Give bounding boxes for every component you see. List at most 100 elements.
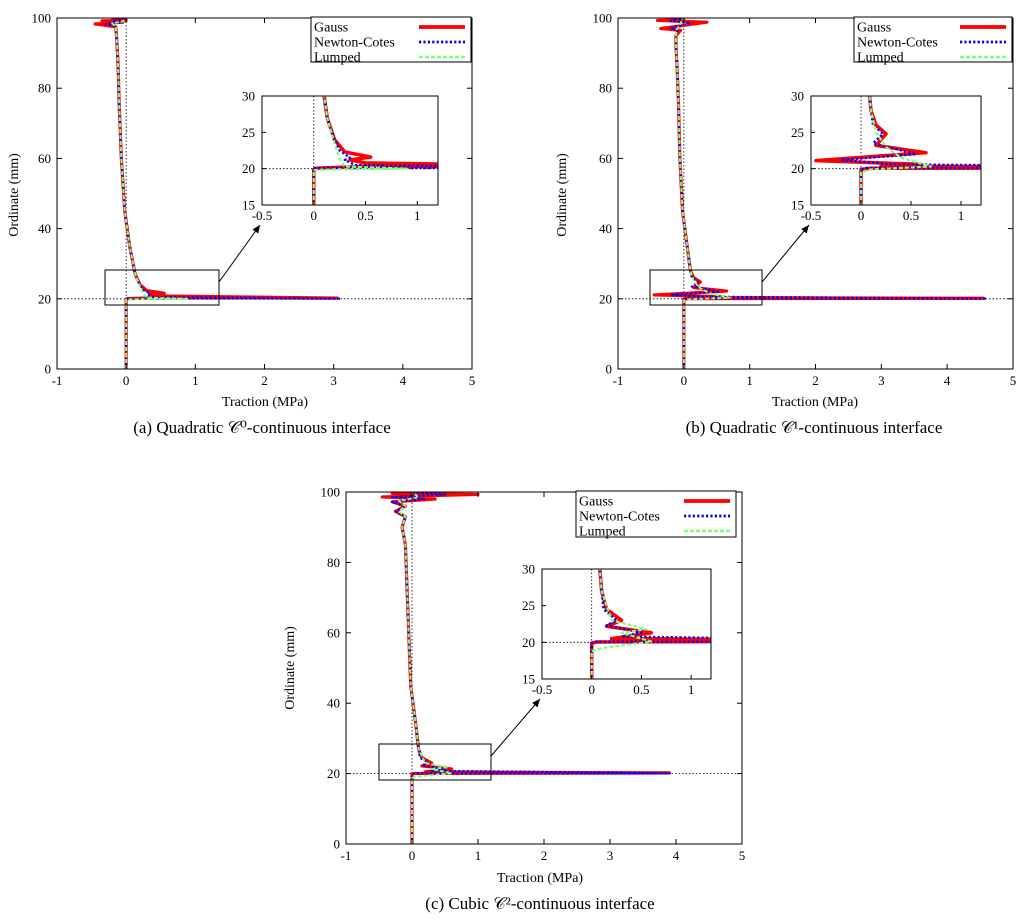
y-tick-label: 100 (321, 485, 341, 500)
legend-label: Lumped (857, 51, 904, 66)
inset-y-tick-label: 15 (791, 198, 804, 213)
inset-x-tick-label: 1 (688, 682, 695, 697)
y-axis-label: Ordinate (mm) (7, 153, 22, 237)
zoom-arrow-head (532, 699, 540, 708)
zoom-arrow (490, 698, 541, 757)
x-tick-label: 1 (475, 848, 482, 863)
inset-frame (541, 568, 712, 680)
zoom-arrow (218, 224, 261, 283)
zoom-arrow-head (252, 225, 260, 234)
x-tick-label: 0 (681, 373, 688, 388)
inset-y-tick-label: 30 (242, 89, 255, 104)
zoom-region-box (649, 269, 763, 306)
inset-y-tick-label: 15 (242, 198, 255, 213)
inset-x-tick-label: 0.5 (903, 208, 919, 223)
legend-label: Gauss (857, 21, 891, 36)
inset-y-tick-label: 15 (522, 672, 535, 687)
y-tick-label: 60 (38, 151, 51, 166)
inset-y-tick-label: 20 (522, 635, 535, 650)
x-tick-label: 4 (673, 848, 680, 863)
zoom-region-box (104, 269, 220, 306)
inset-x-tick-label: 0 (588, 682, 595, 697)
y-tick-label: 0 (45, 362, 52, 377)
y-tick-label: 60 (599, 151, 612, 166)
legend-label: Lumped (314, 51, 361, 66)
series-line-newton-cotes (590, 569, 711, 679)
legend-label: Gauss (314, 21, 348, 36)
y-axis-label: Ordinate (mm) (283, 626, 298, 710)
x-tick-label: 5 (739, 848, 746, 863)
panel-caption: (a) Quadratic 𝒞⁰-continuous interface (133, 418, 391, 437)
inset-plot: -0.5 0 0.5 1 15 20 25 30 (242, 89, 439, 223)
legend-label: Newton-Cotes (579, 510, 660, 525)
series-line-lumped (859, 96, 933, 205)
x-tick-label: 2 (541, 848, 548, 863)
x-tick-label: 5 (1010, 373, 1017, 388)
x-tick-label: 5 (469, 373, 476, 388)
y-tick-label: 60 (327, 625, 340, 640)
inset-frame (261, 95, 439, 206)
legend-box (575, 490, 737, 538)
inset-background (262, 96, 438, 205)
y-tick-label: 80 (599, 81, 612, 96)
x-tick-label: -1 (52, 373, 63, 388)
inset-x-tick-label: -0.5 (252, 208, 273, 223)
x-tick-label: 0 (123, 373, 130, 388)
inset-x-tick-label: 0.5 (357, 208, 373, 223)
y-tick-label: 80 (38, 81, 51, 96)
inset-x-tick-label: -0.5 (532, 682, 553, 697)
inset-x-tick-label: 0.5 (633, 682, 649, 697)
zoom-arrow (761, 224, 810, 283)
x-tick-label: 2 (812, 373, 819, 388)
panel-caption: (c) Cubic 𝒞²-continuous interface (425, 894, 654, 913)
inset-y-tick-label: 25 (522, 598, 535, 613)
inset-x-tick-label: 1 (958, 208, 965, 223)
inset-background (811, 96, 981, 205)
x-tick-label: 3 (607, 848, 614, 863)
legend-label: Newton-Cotes (857, 36, 938, 51)
x-tick-label: 3 (330, 373, 337, 388)
legend-label: Lumped (579, 525, 626, 540)
legend-label: Newton-Cotes (314, 36, 395, 51)
y-tick-label: 40 (38, 221, 51, 236)
series-line-gauss (814, 96, 981, 205)
x-axis-label: Traction (MPa) (222, 395, 309, 410)
inset-background (542, 569, 711, 679)
inset-y-tick-label: 20 (791, 161, 804, 176)
zoom-region-box (378, 743, 492, 781)
y-tick-label: 100 (593, 11, 613, 26)
inset-plot: -0.5 0 0.5 1 15 20 25 30 (791, 89, 982, 223)
y-tick-label: 20 (38, 291, 51, 306)
series-line-newton-cotes (669, 18, 988, 369)
legend-box (853, 16, 1013, 63)
inset-y-tick-label: 25 (791, 125, 804, 140)
zoom-arrow-head (801, 225, 809, 234)
inset-y-tick-label: 30 (522, 562, 535, 577)
x-axis-label: Traction (MPa) (497, 871, 584, 886)
x-tick-label: 4 (400, 373, 407, 388)
inset-y-tick-label: 25 (242, 125, 255, 140)
x-tick-label: 4 (944, 373, 951, 388)
y-tick-label: 0 (606, 362, 613, 377)
inset-plot: -0.5 0 0.5 1 15 20 25 30 (522, 562, 712, 697)
y-tick-label: 100 (32, 11, 52, 26)
x-tick-label: -1 (341, 848, 352, 863)
legend-box (310, 16, 472, 63)
legend-label: Gauss (579, 495, 613, 510)
series-line-lumped (111, 18, 190, 369)
y-tick-label: 80 (327, 555, 340, 570)
inset-x-tick-label: 0 (311, 208, 318, 223)
inset-y-tick-label: 30 (791, 89, 804, 104)
x-tick-label: 2 (261, 373, 268, 388)
panel-caption: (b) Quadratic 𝒞¹-continuous interface (686, 418, 943, 437)
y-tick-label: 40 (599, 221, 612, 236)
x-tick-label: 1 (746, 373, 753, 388)
series-line-gauss (589, 569, 711, 679)
x-tick-label: 1 (192, 373, 199, 388)
inset-x-tick-label: 0 (858, 208, 865, 223)
